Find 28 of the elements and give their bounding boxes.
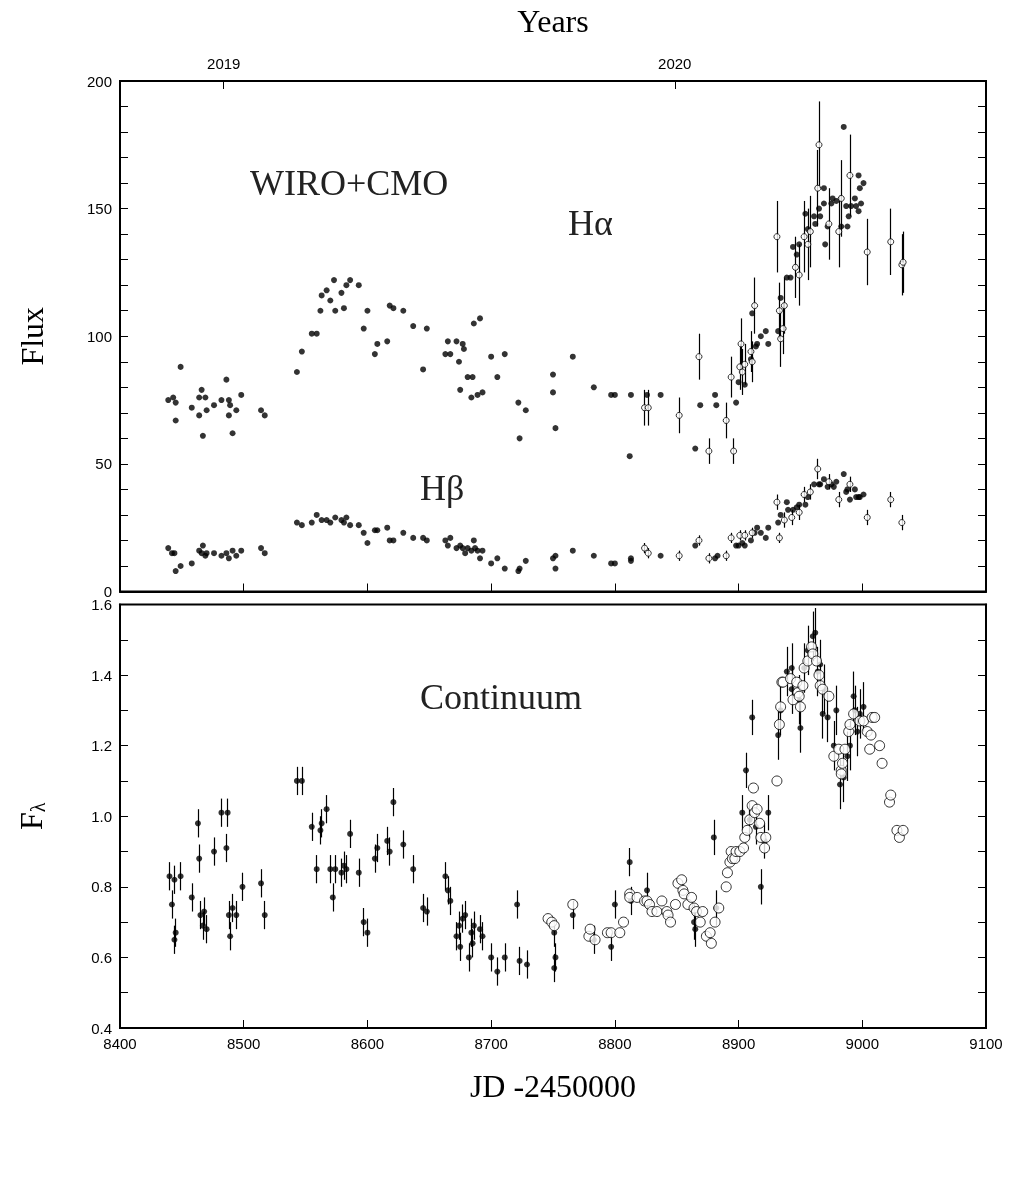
y-tick-label: 1.4 <box>91 666 112 684</box>
x-tick-label: 8800 <box>598 1035 632 1052</box>
y-axis-title: Flux <box>14 306 50 366</box>
y-tick-label: 1.2 <box>91 737 112 755</box>
annotation: Hβ <box>420 468 465 508</box>
x-tick-label: 8400 <box>103 1035 137 1052</box>
y-tick-label: 0.8 <box>91 878 112 896</box>
x-tick-label: 8700 <box>474 1035 508 1052</box>
annotation: WIRO+CMO <box>250 163 449 203</box>
annotation: Continuum <box>420 677 583 717</box>
x-tick-label: 8900 <box>721 1035 756 1052</box>
annotation: Hα <box>568 203 613 243</box>
y-tick-label: 1.0 <box>91 807 112 825</box>
x-tick-label: 8600 <box>350 1035 385 1052</box>
y-tick-label: 200 <box>86 72 112 90</box>
x-tick-label: 9000 <box>845 1035 879 1052</box>
x-tick-label: 8500 <box>227 1035 261 1052</box>
x2-tick-label: 2019 <box>207 55 241 72</box>
x-axis-title: JD -2450000 <box>469 1068 637 1104</box>
x2-axis-title: Years <box>517 3 589 39</box>
y-tick-label: 0.4 <box>91 1019 112 1037</box>
x2-tick-label: 2020 <box>658 55 692 72</box>
y-tick-label: 100 <box>86 327 112 345</box>
x-tick-label: 9100 <box>969 1035 1003 1052</box>
y-tick-label: 150 <box>86 200 112 218</box>
y-axis-title: Fλ <box>13 802 49 830</box>
y-tick-label: 0.6 <box>91 948 112 966</box>
y-tick-label: 50 <box>95 455 112 473</box>
